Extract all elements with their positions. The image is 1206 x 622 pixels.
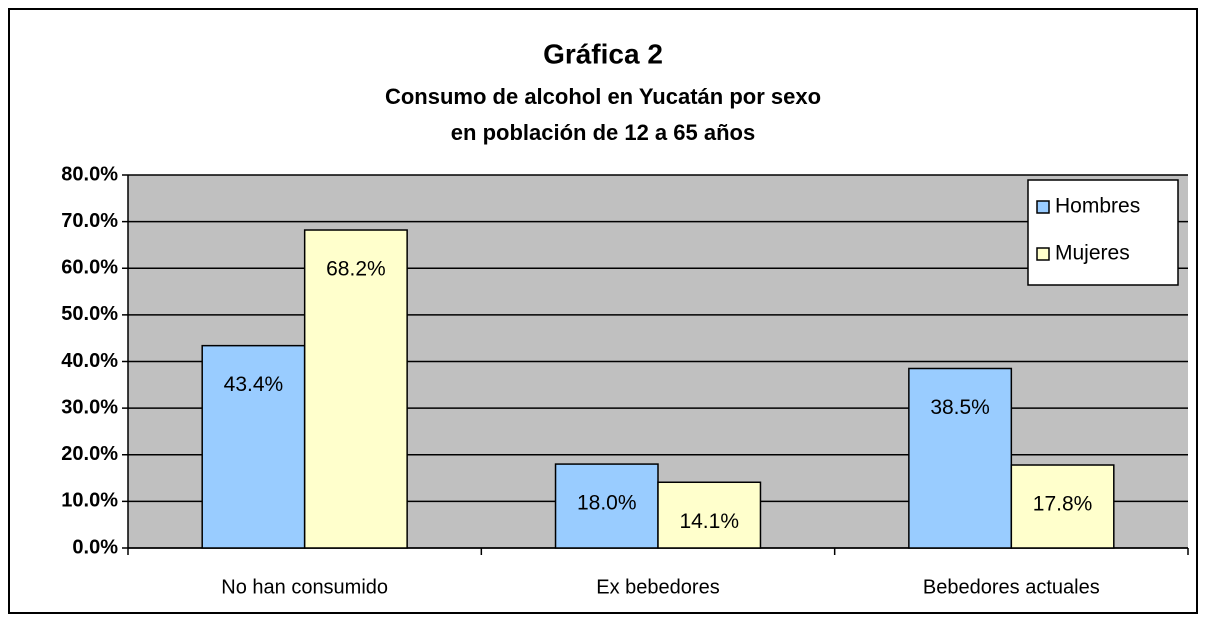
y-tick-label: 50.0% bbox=[61, 303, 118, 325]
bar bbox=[908, 367, 1013, 549]
data-label: 43.4% bbox=[224, 373, 284, 396]
x-tick-label: Ex bebedores bbox=[596, 576, 719, 598]
bar bbox=[657, 481, 762, 549]
y-tick-label: 70.0% bbox=[61, 210, 118, 232]
y-tick-label: 0.0% bbox=[72, 536, 118, 558]
x-tick-label: Bebedores actuales bbox=[923, 576, 1100, 598]
data-label: 38.5% bbox=[930, 396, 990, 419]
bar bbox=[303, 229, 408, 549]
data-label: 14.1% bbox=[679, 510, 739, 533]
data-label: 18.0% bbox=[577, 492, 637, 515]
data-label: 17.8% bbox=[1033, 493, 1093, 516]
legend-swatch bbox=[1036, 200, 1050, 214]
y-tick-label: 30.0% bbox=[61, 396, 118, 418]
data-label: 68.2% bbox=[326, 258, 386, 281]
legend-label: Mujeres bbox=[1055, 242, 1130, 265]
bar bbox=[201, 344, 306, 549]
y-tick-label: 80.0% bbox=[61, 163, 118, 185]
y-tick-label: 20.0% bbox=[61, 443, 118, 465]
legend-box bbox=[1027, 179, 1179, 286]
chart-title: Gráfica 2 bbox=[543, 38, 663, 69]
legend-swatch bbox=[1036, 247, 1050, 261]
chart-subtitle: Consumo de alcohol en Yucatán por sexo bbox=[385, 84, 821, 109]
chart-subtitle: en población de 12 a 65 años bbox=[451, 120, 755, 145]
y-tick-label: 60.0% bbox=[61, 257, 118, 279]
y-tick-label: 40.0% bbox=[61, 350, 118, 372]
y-tick-label: 10.0% bbox=[61, 490, 118, 512]
bar bbox=[1010, 464, 1115, 549]
bar bbox=[554, 463, 659, 549]
x-tick-label: No han consumido bbox=[221, 576, 388, 598]
legend-label: Hombres bbox=[1055, 195, 1140, 218]
